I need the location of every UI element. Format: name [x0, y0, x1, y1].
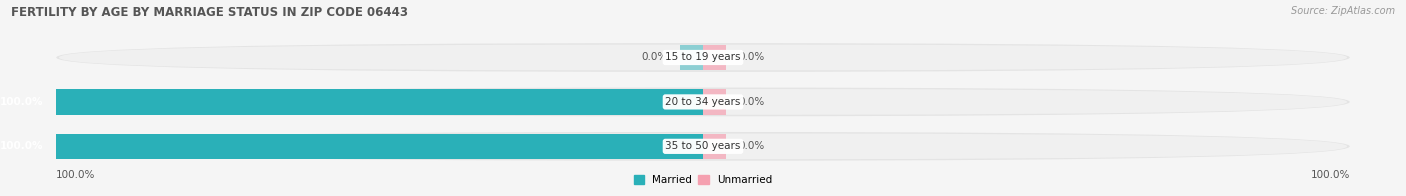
- Text: 0.0%: 0.0%: [641, 53, 668, 63]
- Text: 20 to 34 years: 20 to 34 years: [665, 97, 741, 107]
- Text: FERTILITY BY AGE BY MARRIAGE STATUS IN ZIP CODE 06443: FERTILITY BY AGE BY MARRIAGE STATUS IN Z…: [11, 6, 408, 19]
- Text: 100.0%: 100.0%: [0, 97, 44, 107]
- Bar: [56, 89, 703, 115]
- Legend: Married, Unmarried: Married, Unmarried: [630, 171, 776, 189]
- FancyBboxPatch shape: [56, 88, 1350, 116]
- Bar: [681, 45, 703, 70]
- FancyBboxPatch shape: [59, 133, 1347, 159]
- Text: 0.0%: 0.0%: [738, 97, 765, 107]
- Bar: [703, 133, 725, 159]
- Text: 15 to 19 years: 15 to 19 years: [665, 53, 741, 63]
- Bar: [703, 45, 725, 70]
- FancyBboxPatch shape: [56, 132, 1350, 161]
- Text: 100.0%: 100.0%: [0, 141, 44, 151]
- FancyBboxPatch shape: [59, 45, 1347, 70]
- FancyBboxPatch shape: [59, 89, 1347, 115]
- Text: 100.0%: 100.0%: [56, 170, 96, 181]
- Text: Source: ZipAtlas.com: Source: ZipAtlas.com: [1291, 6, 1395, 16]
- Bar: [56, 133, 703, 159]
- Bar: [703, 89, 725, 115]
- Text: 0.0%: 0.0%: [738, 141, 765, 151]
- Text: 100.0%: 100.0%: [1310, 170, 1350, 181]
- Text: 35 to 50 years: 35 to 50 years: [665, 141, 741, 151]
- Text: 0.0%: 0.0%: [738, 53, 765, 63]
- FancyBboxPatch shape: [56, 43, 1350, 72]
